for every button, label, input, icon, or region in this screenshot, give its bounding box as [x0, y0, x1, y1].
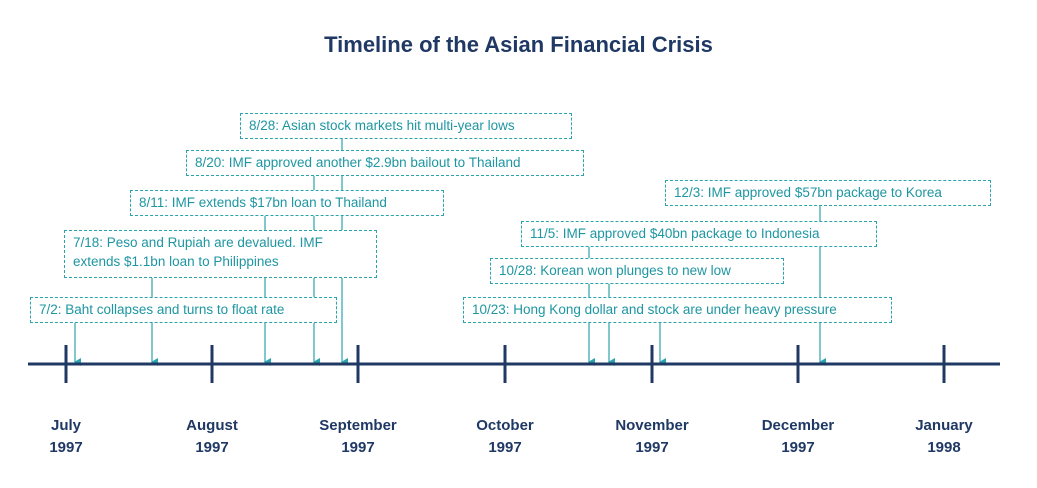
event-box: 7/2: Baht collapses and turns to float r… — [30, 297, 337, 323]
event-box: 7/18: Peso and Rupiah are devalued. IMF … — [64, 230, 377, 278]
month-label: July 1997 — [49, 417, 83, 456]
month-label: November 1997 — [615, 417, 689, 456]
event-box: 11/5: IMF approved $40bn package to Indo… — [521, 221, 877, 247]
month-label: September 1997 — [319, 417, 397, 456]
event-box: 8/11: IMF extends $17bn loan to Thailand — [130, 190, 444, 216]
event-box: 8/20: IMF approved another $2.9bn bailou… — [186, 150, 584, 176]
month-label: October 1997 — [476, 417, 534, 456]
chart-title: Timeline of the Asian Financial Crisis — [324, 32, 713, 57]
month-label: December 1997 — [761, 417, 835, 456]
event-box: 10/23: Hong Kong dollar and stock are un… — [463, 297, 892, 323]
event-box: 8/28: Asian stock markets hit multi-year… — [240, 113, 572, 139]
month-label: January 1998 — [915, 417, 973, 456]
month-label: August 1997 — [186, 417, 238, 456]
event-box: 12/3: IMF approved $57bn package to Kore… — [665, 180, 991, 206]
event-box: 10/28: Korean won plunges to new low — [490, 258, 784, 284]
